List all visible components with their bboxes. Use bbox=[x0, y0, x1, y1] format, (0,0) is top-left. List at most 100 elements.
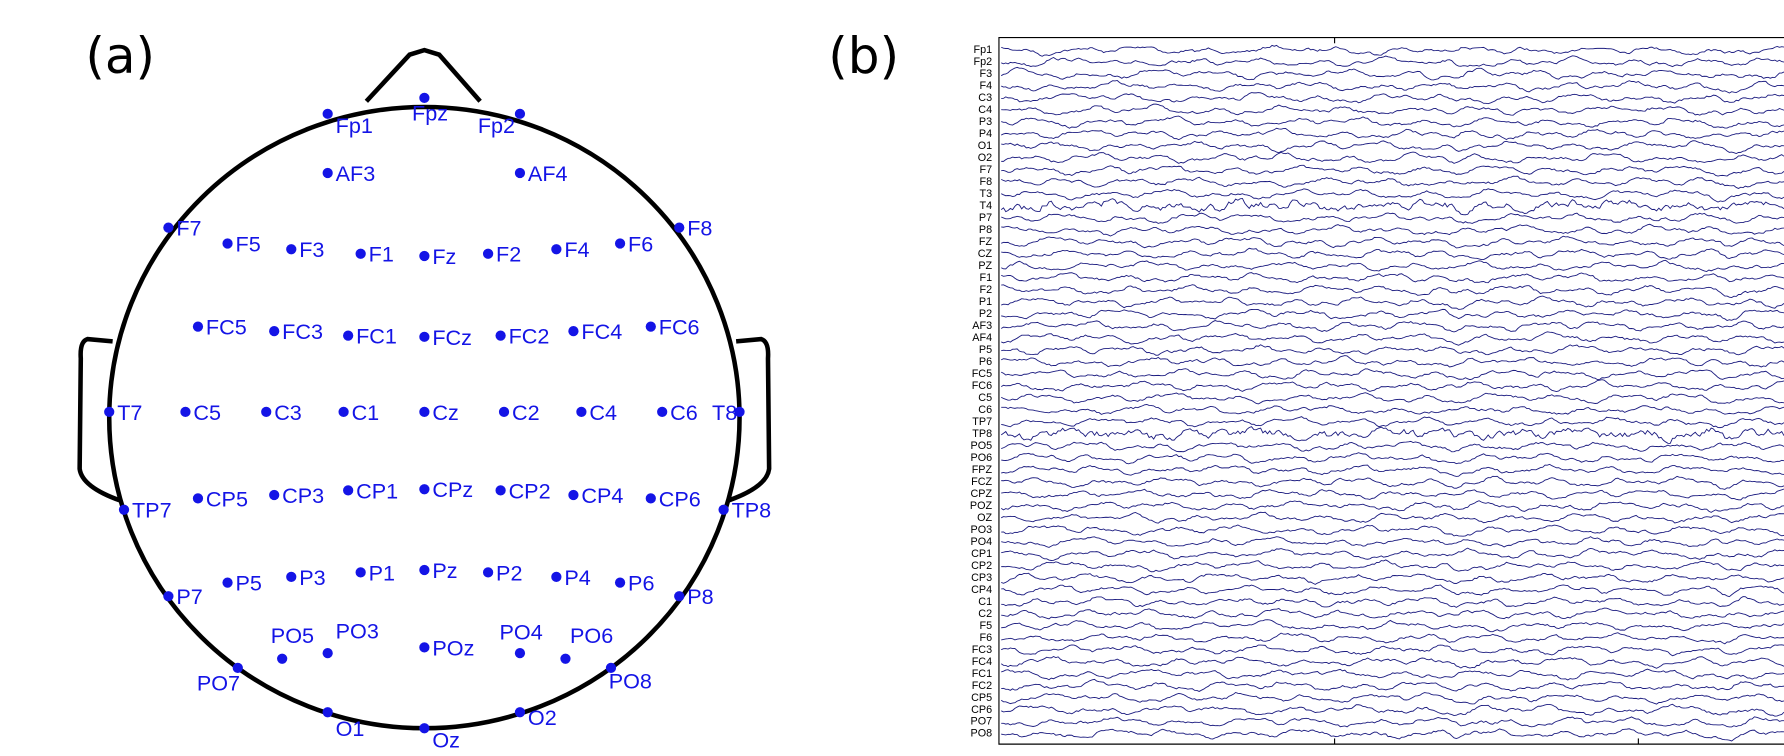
electrode-dot bbox=[514, 707, 526, 718]
eeg-trace bbox=[1001, 247, 1784, 261]
channel-label: F1 bbox=[980, 272, 993, 284]
eeg-trace bbox=[1001, 140, 1784, 155]
electrode-label: FC5 bbox=[206, 315, 247, 340]
channel-label: C1 bbox=[978, 596, 992, 608]
electrode-label: FC6 bbox=[659, 315, 700, 340]
channel-label: P5 bbox=[979, 344, 992, 356]
eeg-trace bbox=[1000, 426, 1784, 444]
eeg-trace bbox=[1001, 596, 1784, 608]
channel-label: F3 bbox=[980, 68, 993, 80]
electrode-label: F5 bbox=[236, 231, 261, 256]
eeg-trace bbox=[1000, 500, 1784, 513]
electrode-dot bbox=[222, 577, 233, 588]
channel-label: PO7 bbox=[971, 716, 993, 728]
electrode-dot bbox=[718, 504, 729, 515]
electrode-dot bbox=[180, 406, 191, 418]
electrode-label: PO6 bbox=[570, 623, 613, 648]
electrode-dot bbox=[495, 330, 506, 341]
channel-label: P8 bbox=[979, 224, 992, 236]
eeg-trace bbox=[1001, 703, 1784, 717]
electrode-dot bbox=[419, 331, 430, 342]
electrode-dot bbox=[355, 248, 366, 259]
channel-label: C4 bbox=[978, 104, 992, 116]
eeg-trace bbox=[1000, 320, 1784, 333]
electrode-dot bbox=[674, 591, 685, 602]
electrode-dot bbox=[163, 591, 174, 602]
eeg-trace bbox=[1001, 607, 1784, 620]
eeg-trace bbox=[1000, 691, 1784, 705]
electrode-label: O1 bbox=[336, 716, 365, 741]
channel-label: C6 bbox=[978, 404, 992, 416]
electrode-label: PO4 bbox=[499, 619, 542, 644]
channel-label: F5 bbox=[980, 620, 993, 632]
channel-label: CP6 bbox=[971, 704, 992, 716]
channel-label: PO4 bbox=[971, 536, 993, 548]
channel-label: FC4 bbox=[972, 656, 992, 668]
electrode-label: PO3 bbox=[336, 618, 379, 643]
electrode-label: FCz bbox=[432, 325, 472, 350]
channel-label: TP7 bbox=[972, 416, 992, 428]
eeg-trace bbox=[1001, 463, 1784, 477]
eeg-trace bbox=[1001, 344, 1784, 356]
electrode-dot bbox=[192, 321, 204, 332]
nose bbox=[364, 47, 482, 103]
electrode-dot bbox=[286, 244, 297, 255]
channel-label: PO3 bbox=[971, 524, 993, 536]
channel-label: FPZ bbox=[972, 464, 993, 476]
electrode-label: PO7 bbox=[197, 671, 240, 696]
eeg-trace bbox=[1001, 103, 1784, 116]
eeg-trace bbox=[1001, 79, 1784, 94]
eeg-trace bbox=[1001, 511, 1784, 524]
channel-label: CP4 bbox=[971, 584, 992, 596]
electrode-dot bbox=[674, 222, 685, 233]
electrode-label: O2 bbox=[528, 705, 557, 730]
eeg-trace bbox=[1001, 728, 1784, 742]
channel-label: AF3 bbox=[972, 320, 992, 332]
electrode-label: F2 bbox=[496, 242, 521, 267]
electrode-dot bbox=[498, 406, 510, 418]
electrode-label: FC3 bbox=[282, 319, 323, 344]
plot-frame bbox=[998, 37, 1784, 745]
eeg-trace bbox=[1001, 619, 1784, 633]
eeg-trace bbox=[1001, 668, 1784, 681]
electrode-dot bbox=[222, 238, 233, 249]
channel-label: CP2 bbox=[971, 560, 992, 572]
channel-label: POZ bbox=[970, 500, 993, 512]
channel-label: T4 bbox=[980, 200, 993, 212]
electrode-dot bbox=[419, 642, 430, 653]
channel-label: O2 bbox=[978, 152, 992, 164]
panel-label: (b) bbox=[828, 27, 899, 85]
electrode-label: CPz bbox=[432, 477, 473, 502]
eeg-trace bbox=[1001, 188, 1784, 203]
electrode-label: P4 bbox=[564, 565, 590, 590]
electrode-label: CP4 bbox=[581, 483, 623, 508]
electrode-dot bbox=[261, 406, 272, 418]
electrode-label: PO8 bbox=[609, 668, 652, 693]
electrode-dot bbox=[734, 406, 745, 418]
electrode-label: Fp1 bbox=[336, 113, 373, 138]
electrode-label: AF3 bbox=[336, 161, 376, 186]
electrode-dot bbox=[482, 567, 494, 578]
electrode-label: F7 bbox=[176, 216, 201, 241]
electrode-label: P5 bbox=[236, 571, 262, 596]
electrode-dot bbox=[645, 493, 656, 504]
electrode-label: F3 bbox=[299, 237, 324, 262]
right-ear bbox=[727, 336, 772, 503]
electrode-label: C2 bbox=[512, 400, 540, 425]
electrode-label: Pz bbox=[432, 558, 457, 583]
electrode-label: CP6 bbox=[659, 486, 701, 511]
electrode-dot bbox=[419, 250, 430, 262]
eeg-trace bbox=[1001, 92, 1784, 105]
electrode-label: POz bbox=[432, 635, 474, 660]
eeg-trace bbox=[1001, 524, 1784, 537]
channel-label: P4 bbox=[979, 128, 992, 140]
eeg-trace bbox=[1001, 175, 1784, 189]
eeg-trace bbox=[1001, 536, 1784, 548]
electrode-label: C1 bbox=[352, 400, 380, 425]
electrode-label: AF4 bbox=[528, 161, 568, 186]
electrode-dot bbox=[286, 571, 297, 582]
electrode-dot bbox=[568, 489, 579, 501]
electrode-label: Oz bbox=[432, 728, 460, 753]
